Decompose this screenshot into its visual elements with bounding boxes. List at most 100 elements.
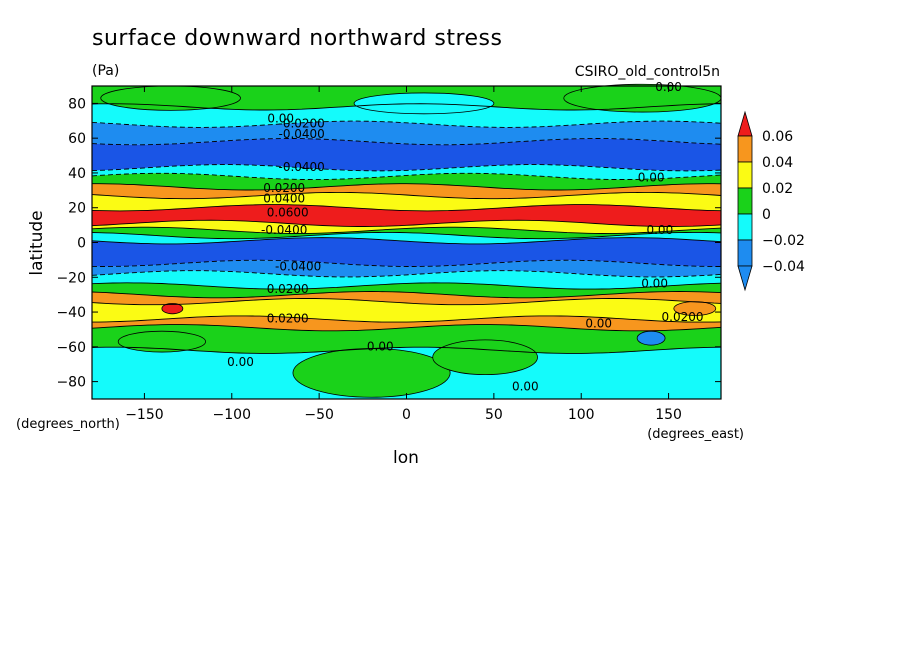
band-15 bbox=[92, 282, 721, 298]
contour-label: 0.0200 bbox=[662, 310, 704, 324]
y-tick-label: 40 bbox=[68, 166, 86, 182]
colorbar-tick-label: −0.04 bbox=[762, 259, 805, 275]
anomaly-4 bbox=[432, 339, 538, 376]
contour-line bbox=[91, 346, 722, 354]
band-17 bbox=[92, 298, 721, 323]
x-tick-label: −150 bbox=[125, 407, 163, 423]
contour-label: 0.00 bbox=[367, 339, 394, 353]
contour-label: 0.00 bbox=[638, 171, 665, 185]
y-tick-label: −60 bbox=[56, 340, 86, 356]
contour-line bbox=[91, 103, 721, 111]
band-7 bbox=[92, 192, 721, 211]
y-tick-label: −40 bbox=[56, 305, 86, 321]
contour-label: 0.00 bbox=[641, 277, 668, 291]
band-3 bbox=[92, 138, 721, 171]
contour-line bbox=[91, 231, 722, 240]
units-label: (Pa) bbox=[92, 63, 119, 79]
colorbar-extend-bottom bbox=[737, 265, 753, 292]
contour-line bbox=[91, 298, 722, 306]
contour-line bbox=[91, 191, 722, 200]
colorbar-segment bbox=[737, 135, 753, 163]
x-tick-label: 50 bbox=[485, 407, 503, 423]
colorbar-tick-label: 0.06 bbox=[762, 129, 793, 145]
contour-line bbox=[92, 183, 722, 191]
contour-line bbox=[91, 237, 722, 245]
contour-label: 0.0400 bbox=[263, 192, 305, 206]
colorbar-segment bbox=[737, 213, 753, 241]
contour-line bbox=[91, 138, 722, 146]
contour-label: 0.00 bbox=[646, 223, 673, 237]
band-6 bbox=[92, 183, 721, 199]
y-tick-label: −20 bbox=[56, 270, 86, 286]
band-16 bbox=[92, 291, 721, 305]
y-tick-label: −80 bbox=[56, 375, 86, 391]
anomaly-7 bbox=[161, 302, 184, 315]
colorbar-segment bbox=[737, 187, 753, 215]
band-4 bbox=[92, 164, 721, 180]
contour-label: -0.0400 bbox=[279, 160, 325, 174]
colorbar-segment bbox=[737, 239, 753, 267]
contour-line bbox=[91, 270, 722, 278]
contour-label: 0.00 bbox=[227, 355, 254, 369]
colorbar-tick-label: 0.04 bbox=[762, 155, 793, 171]
anomaly-0 bbox=[100, 85, 241, 111]
contour-label: 0.0600 bbox=[267, 205, 309, 219]
plot-area: 0.000.00-0.0200-0.0400-0.04000.000.02000… bbox=[91, 80, 722, 400]
y-tick-label: 0 bbox=[77, 236, 86, 252]
contour-line bbox=[91, 291, 722, 299]
y-tick-label: 80 bbox=[68, 96, 86, 112]
contour-label: 0.0200 bbox=[267, 282, 309, 296]
colorbar-extend-top bbox=[737, 110, 753, 137]
band-5 bbox=[92, 173, 721, 190]
colorbar-tick-label: −0.02 bbox=[762, 233, 805, 249]
x-tick-label: −50 bbox=[304, 407, 334, 423]
contour-line bbox=[91, 259, 721, 267]
dataset-label: CSIRO_old_control5n bbox=[575, 64, 720, 80]
contour-label: -0.0400 bbox=[275, 259, 321, 273]
band-14 bbox=[92, 270, 721, 290]
anomaly-3 bbox=[292, 348, 451, 398]
band-1 bbox=[92, 103, 721, 128]
colorbar-tick-label: 0.02 bbox=[762, 181, 793, 197]
contour-line bbox=[91, 204, 722, 212]
contour-line bbox=[91, 120, 722, 128]
anomaly-1 bbox=[563, 83, 722, 113]
x-axis: −150 −100 −50 0 50 100 150 bbox=[125, 86, 682, 423]
colorbar: 0.06 0.04 0.02 0 −0.02 −0.04 bbox=[737, 110, 805, 292]
contour-label: 0.0200 bbox=[263, 181, 305, 195]
y-axis-label: latitude bbox=[27, 210, 47, 275]
x-tick-label: −100 bbox=[213, 407, 251, 423]
contour-line bbox=[91, 172, 722, 181]
contour-label: -0.0400 bbox=[279, 127, 325, 141]
contour-line bbox=[91, 226, 722, 234]
y-axis: 80 60 40 20 0 −20 −40 −60 −80 bbox=[56, 96, 721, 391]
x-axis-label: lon bbox=[393, 448, 419, 468]
x-tick-label: 0 bbox=[402, 407, 411, 423]
contour-lines bbox=[91, 103, 722, 354]
contour-label: 0.00 bbox=[512, 379, 539, 393]
band-9 bbox=[92, 220, 721, 234]
contour-label: -0.0400 bbox=[261, 223, 307, 237]
contour-label: -0.0200 bbox=[279, 117, 325, 131]
contour-label: 0.00 bbox=[267, 112, 294, 126]
band-11 bbox=[92, 232, 721, 244]
band-19 bbox=[92, 324, 721, 354]
y-tick-label: 60 bbox=[68, 131, 86, 147]
band-12 bbox=[92, 237, 721, 267]
y-tick-label: 20 bbox=[68, 201, 86, 217]
field-bands bbox=[92, 86, 721, 399]
y-units-label: (degrees_north) bbox=[16, 417, 120, 432]
contour-line bbox=[91, 282, 722, 290]
colorbar-tick-label: 0 bbox=[762, 207, 771, 223]
x-tick-label: 150 bbox=[655, 407, 682, 423]
contour-label: 0.00 bbox=[585, 317, 612, 331]
contour-line bbox=[92, 315, 722, 323]
anomaly-8 bbox=[636, 330, 666, 346]
contour-line bbox=[91, 164, 722, 172]
anomaly-5 bbox=[117, 330, 206, 353]
x-tick-label: 100 bbox=[568, 407, 595, 423]
contour-label: 0.0200 bbox=[267, 311, 309, 325]
colorbar-segment bbox=[737, 161, 753, 189]
contour-line bbox=[91, 219, 722, 227]
